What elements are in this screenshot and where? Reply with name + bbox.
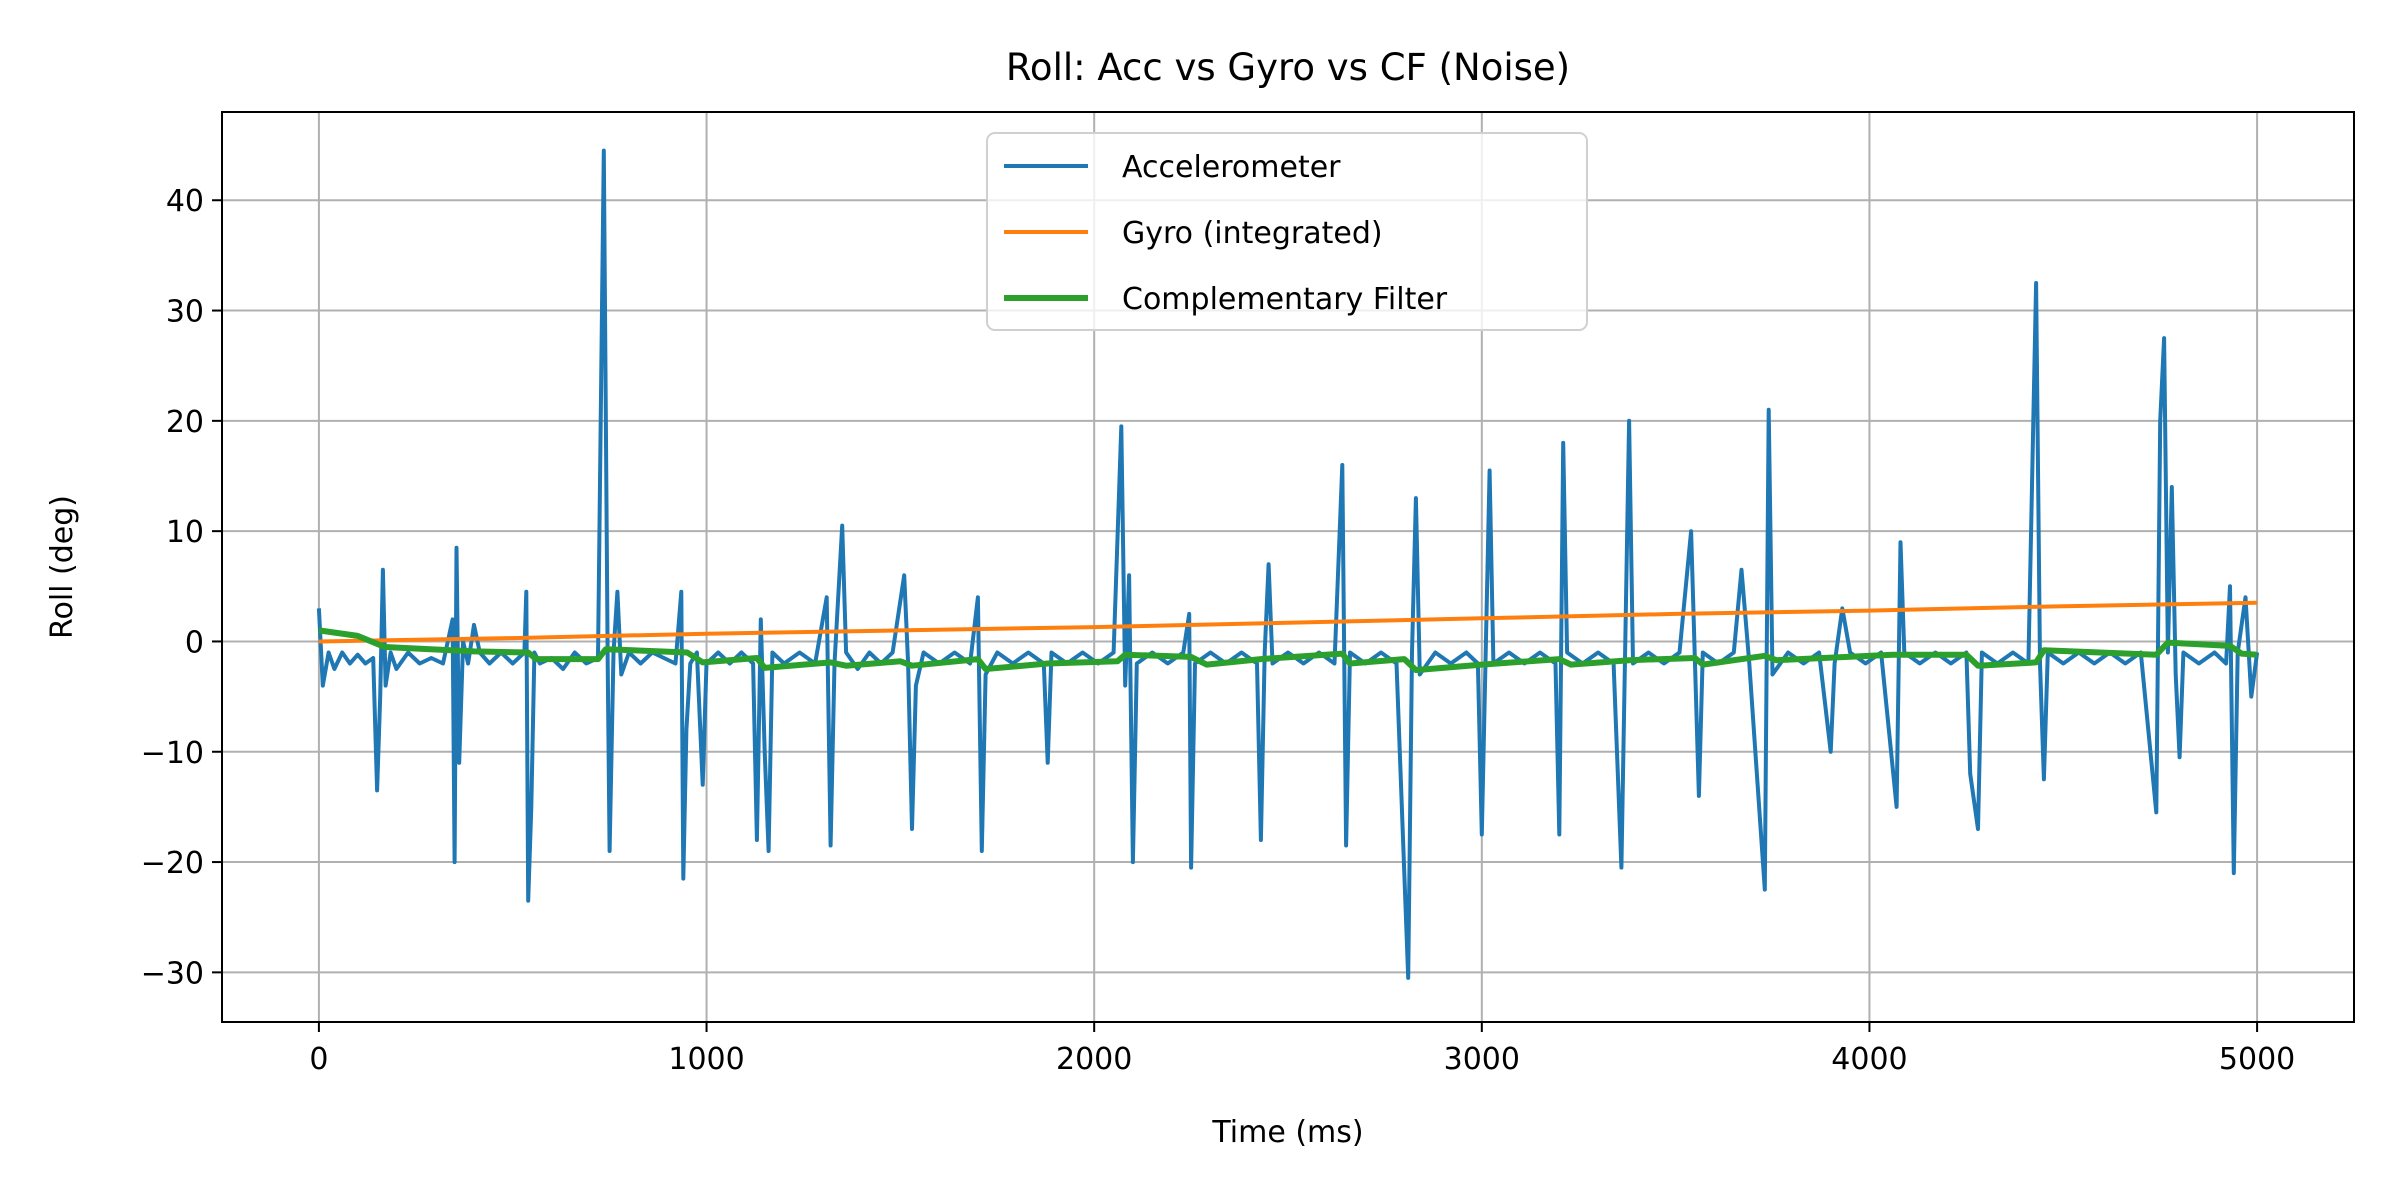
x-tick-label: 0	[309, 1042, 328, 1077]
legend-label-accelerometer: Accelerometer	[1122, 150, 1341, 185]
y-tick-label: 40	[166, 184, 204, 219]
legend-box	[986, 132, 1588, 331]
legend-label-complementary-filter: Complementary Filter	[1122, 282, 1448, 317]
ticks: 0 1000 2000 3000 4000 5000 −30 −20 −10 0 10 20 30 40	[141, 184, 2296, 1077]
y-tick-label: −10	[141, 736, 204, 771]
series-line-gyro	[318, 600, 2258, 644]
y-tick-label: 10	[166, 515, 204, 550]
x-tick-label: 1000	[668, 1042, 744, 1077]
chart-title: Roll: Acc vs Gyro vs CF (Noise)	[1006, 46, 1570, 89]
legend-label-gyro: Gyro (integrated)	[1122, 216, 1383, 251]
x-tick-label: 2000	[1056, 1042, 1132, 1077]
x-tick-label: 3000	[1444, 1042, 1520, 1077]
x-axis-label: Time (ms)	[1211, 1115, 1363, 1150]
y-axis-label: Roll (deg)	[45, 495, 80, 639]
y-tick-label: −20	[141, 846, 204, 881]
axes-frame	[221, 111, 2355, 1023]
series-line-complementary-filter	[318, 627, 2258, 674]
y-tick-label: −30	[141, 956, 204, 991]
x-tick-label: 4000	[1831, 1042, 1907, 1077]
legend: Accelerometer Gyro (integrated) Compleme…	[986, 132, 1588, 331]
y-tick-label: 0	[185, 625, 204, 660]
x-tick-label: 5000	[2219, 1042, 2295, 1077]
y-tick-label: 20	[166, 405, 204, 440]
plot-lines	[316, 148, 2260, 980]
y-tick-label: 30	[166, 295, 204, 330]
